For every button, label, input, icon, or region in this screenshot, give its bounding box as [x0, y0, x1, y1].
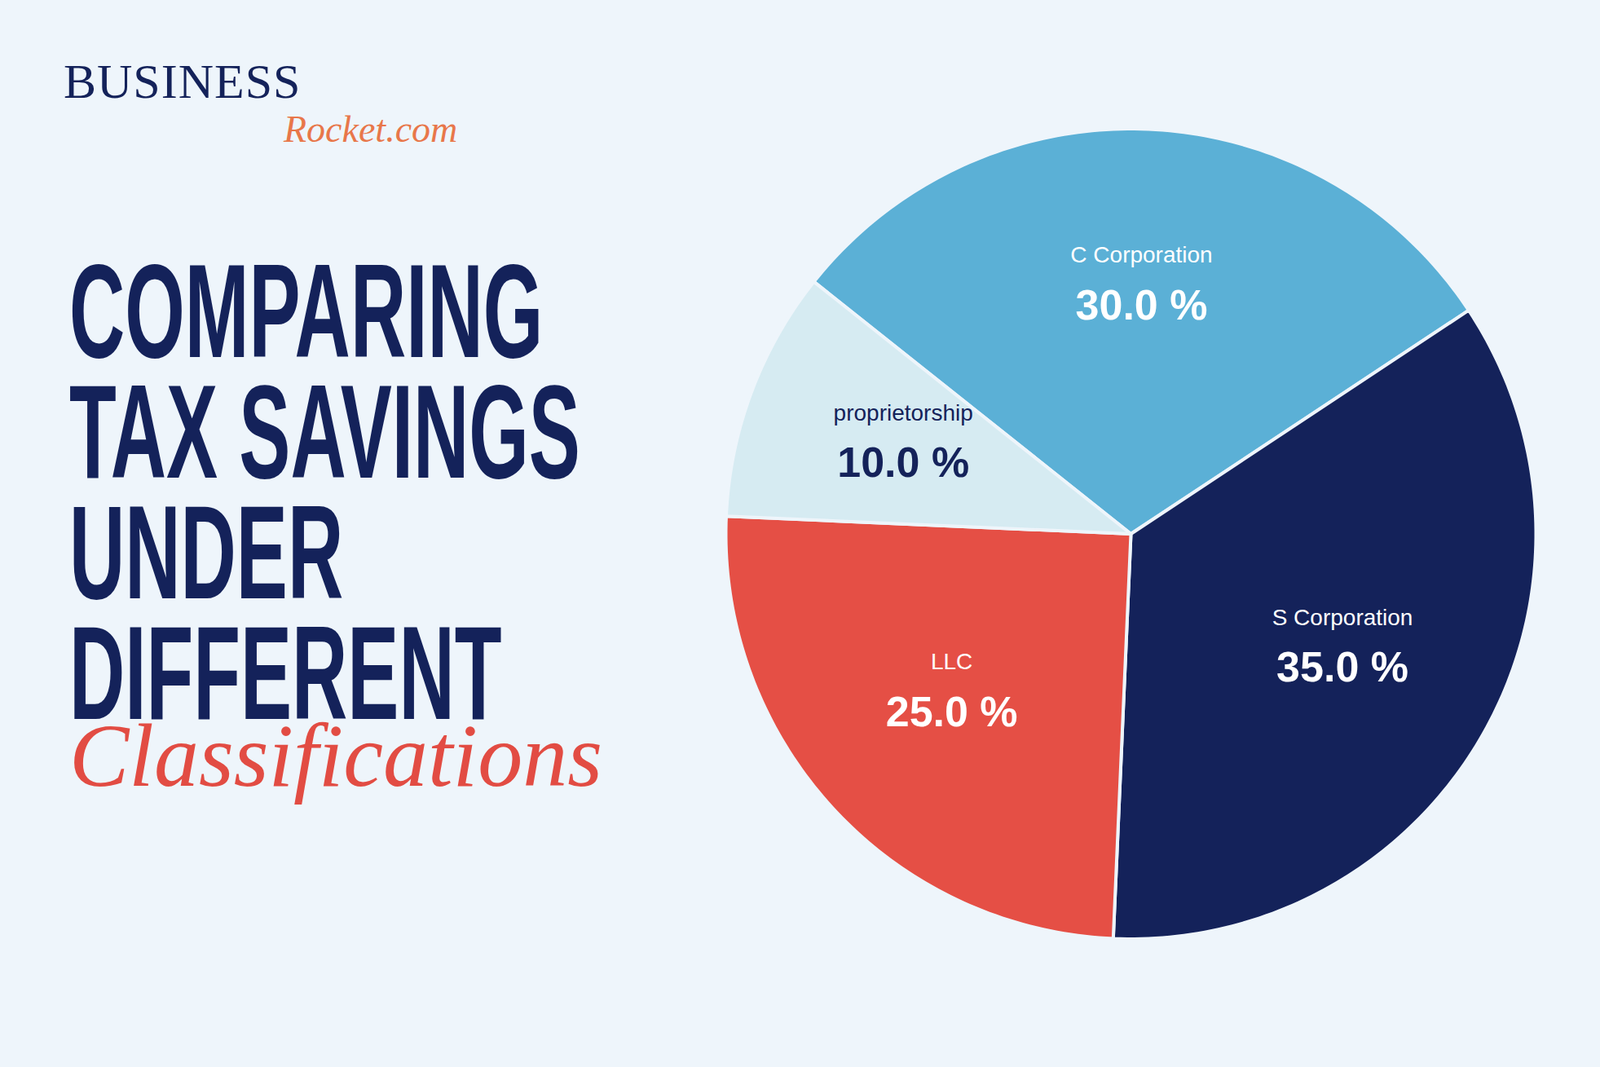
svg-text:proprietorship: proprietorship [833, 400, 974, 426]
html-text:Classifications: Classifications [69, 705, 603, 806]
svg-text:S Corporation: S Corporation [1272, 604, 1414, 631]
svg-text:10.0 %: 10.0 % [837, 438, 970, 486]
html-text:BUSINESS: BUSINESS [63, 54, 302, 109]
svg-text:C Corporation: C Corporation [1070, 242, 1213, 268]
svg-text:LLC: LLC [930, 648, 973, 675]
svg-text:25.0 %: 25.0 % [885, 687, 1019, 736]
svg-text:30.0 %: 30.0 % [1075, 281, 1208, 329]
svg-text:35.0 %: 35.0 % [1276, 643, 1409, 691]
html-text:Rocket.com: Rocket.com [283, 108, 458, 150]
html-text:COMPARING TAX SAVINGS UNDER DI: COMPARING TAX SAVINGS UNDER DIFFERENT [69, 236, 581, 748]
